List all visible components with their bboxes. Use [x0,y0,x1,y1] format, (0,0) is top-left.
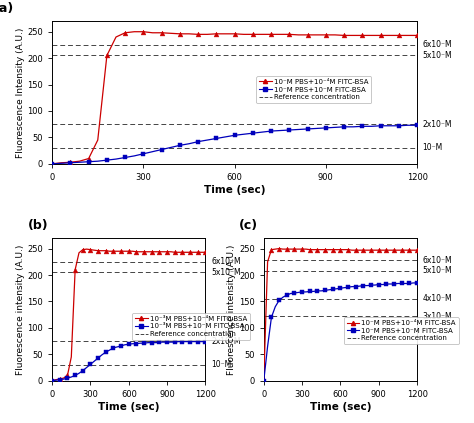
Text: 4x10⁻M: 4x10⁻M [423,294,452,303]
Text: 6x10⁻M: 6x10⁻M [423,41,452,49]
Text: (c): (c) [239,219,258,232]
Legend: 10⁻M PBS+10⁻⁴M FITC-BSA, 10⁻M PBS+10⁻M FITC-BSA, Reference concentration: 10⁻M PBS+10⁻⁴M FITC-BSA, 10⁻M PBS+10⁻M F… [344,317,458,344]
Text: 6x10⁻M: 6x10⁻M [423,256,452,265]
Text: 2x10⁻M: 2x10⁻M [211,337,240,346]
Text: 10⁻M: 10⁻M [211,360,231,369]
Text: 5x10⁻M: 5x10⁻M [211,268,241,277]
Y-axis label: Fluorescence intensity (A.U.): Fluorescence intensity (A.U.) [16,244,25,374]
X-axis label: Time (sec): Time (sec) [310,401,371,412]
Y-axis label: Fluorescence intensity (A.U.): Fluorescence intensity (A.U.) [227,244,236,374]
Text: 10⁻M: 10⁻M [423,143,443,152]
Text: (b): (b) [27,219,48,232]
Legend: 10⁻M PBS+10⁻⁴M FITC-BSA, 10⁻M PBS+10⁻M FITC-BSA, Reference concentration: 10⁻M PBS+10⁻⁴M FITC-BSA, 10⁻M PBS+10⁻M F… [256,76,371,103]
X-axis label: Time (sec): Time (sec) [204,184,265,195]
Text: 3x10⁻M: 3x10⁻M [423,312,452,321]
Text: 6x10⁻M: 6x10⁻M [211,257,241,266]
Text: 5x10⁻M: 5x10⁻M [423,266,452,275]
Text: 5x10⁻M: 5x10⁻M [423,51,452,60]
Text: (a): (a) [0,3,14,16]
Y-axis label: Fluorescence Intensity (A.U.): Fluorescence Intensity (A.U.) [16,27,25,158]
X-axis label: Time (sec): Time (sec) [98,401,160,412]
Text: 2x10⁻M: 2x10⁻M [423,120,452,129]
Legend: 10⁻³M PBS+10⁻⁴M FITC-BSA, 10⁻³M PBS+10⁻M FITC-BSA, Reference concentration: 10⁻³M PBS+10⁻⁴M FITC-BSA, 10⁻³M PBS+10⁻M… [132,313,250,340]
